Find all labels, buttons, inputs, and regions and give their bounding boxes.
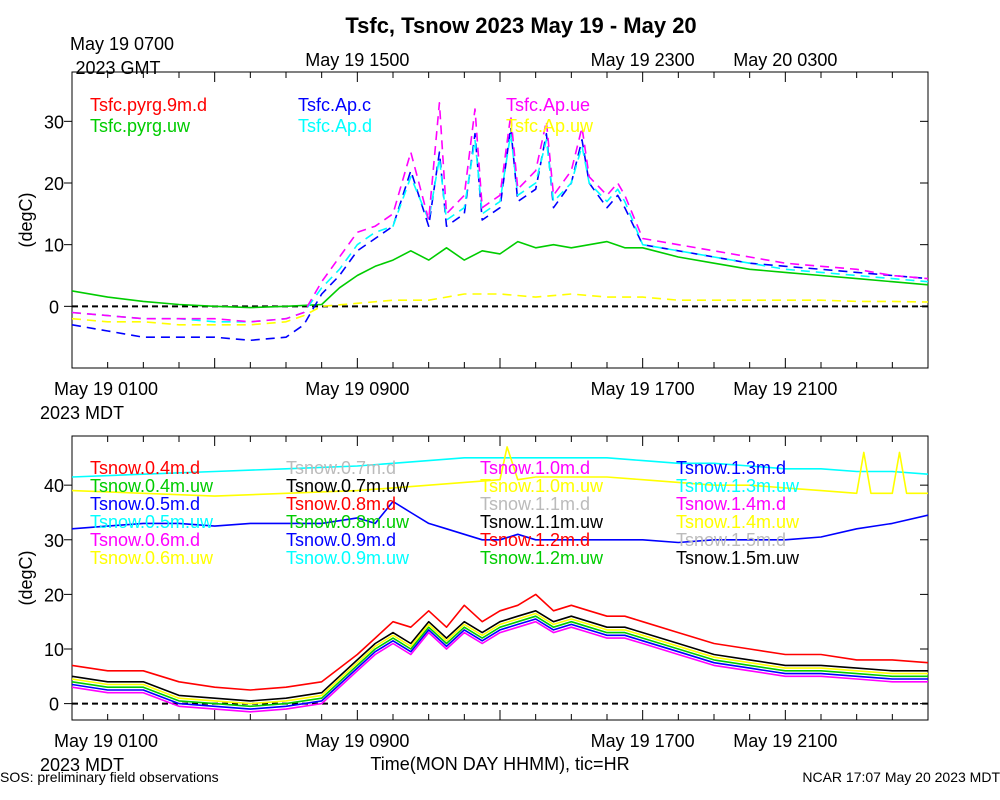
y-tick-label: 20 [44,174,64,194]
series-line-tsnow-0-4m-d [72,593,928,691]
legend-entry: Tsnow.1.2m.d [480,530,590,550]
legend-entry: Tsnow.0.7m.d [286,458,396,478]
y-tick-label: 10 [44,640,64,660]
plot-frame [71,71,929,369]
time-axis-title: Time(MON DAY HHMM), tic=HR [370,754,629,774]
y-tick-label: 10 [44,236,64,256]
legend-entry: Tsfc.Ap.d [298,116,372,136]
bottom-time-label: May 19 0900 [305,379,409,399]
bottom-time-label: May 19 1700 [591,379,695,399]
series-line-tsnow-1-4m-uw [72,446,928,497]
legend-entry: Tsnow.0.8m.uw [286,512,410,532]
legend-entry: Tsnow.1.5m.uw [676,548,800,568]
series-line-tsnow-0-5m-d [72,618,928,710]
footer-left-note: SOS: preliminary field observations [0,769,219,785]
series-line-tsnow-1-3m-uw [72,456,928,478]
legend-entry: Tsnow.0.7m.uw [286,476,410,496]
series-line-tsnow-0-4m-uw [72,615,928,708]
legend-entry: Tsnow.1.0m.uw [480,476,604,496]
bottom-time-label: 2023 MDT [40,403,124,423]
top-time-label: May 19 1500 [305,50,409,70]
series-line-tsnow-0-6m-uw [72,612,928,705]
bottom-time-label: May 19 0100 [54,379,158,399]
legend-entry: Tsfc.Ap.uw [506,116,594,136]
legend-entry: Tsnow.1.3m.uw [676,476,800,496]
legend-entry: Tsnow.0.6m.d [90,530,200,550]
bottom-time-label: May 19 1700 [591,731,695,751]
y-tick-label: 20 [44,585,64,605]
legend-entry: Tsnow.0.6m.uw [90,548,214,568]
legend-entry: Tsnow.0.5m.uw [90,512,214,532]
footer-right-note: NCAR 17:07 May 20 2023 MDT [802,769,1000,785]
series-line-tsfc-ap-uw [72,293,928,326]
series-line-tsnow-1-3m-d [72,500,928,544]
legend-entry: Tsnow.0.5m.d [90,494,200,514]
legend-entry: Tsfc.Ap.c [298,95,371,115]
legend-entry: Tsnow.1.0m.d [480,458,590,478]
y-axis-label: (degC) [16,550,36,605]
y-axis-label: (degC) [16,192,36,247]
top-time-label: 2023 GMT [75,58,160,78]
series-line-tsfc-pyrg-uw [72,240,928,309]
legend-entry: Tsnow.1.4m.uw [676,512,800,532]
y-tick-label: 40 [44,476,64,496]
y-tick-label: 30 [44,112,64,132]
legend-entry: Tsnow.1.5m.d [676,530,786,550]
top-time-label: May 20 0300 [733,50,837,70]
series-group [72,446,928,713]
bottom-time-label: May 19 2100 [733,731,837,751]
bottom-time-label: May 19 2100 [733,379,837,399]
bottom-time-label: 2023 MDT [40,755,124,775]
legend-entry: Tsnow.0.8m.d [286,494,396,514]
series-group [72,102,928,342]
legend-entry: Tsnow.1.1m.uw [480,512,604,532]
tsnow-panel: 0 10 20 30 40 (degC) May 19 0100 2023 MDT May 19… [16,435,929,775]
series-line-tsfc-ap-d [72,132,928,323]
legend-entry: Tsfc.pyrg.9m.d [90,95,207,115]
bottom-time-label: May 19 0100 [54,731,158,751]
legend-entry: Tsnow.0.9m.uw [286,548,410,568]
chart-title: Tsfc, Tsnow 2023 May 19 - May 20 [345,13,696,38]
series-line-tsfc-ap-c [72,126,928,342]
legend-entry: Tsfc.Ap.ue [506,95,590,115]
y-tick-label: 30 [44,531,64,551]
series-line-tsnow-0-7m-uw [72,609,928,702]
legend-entry: Tsnow.1.4m.d [676,494,786,514]
legend-entry: Tsnow.1.1m.d [480,494,590,514]
legend-entry: Tsnow.0.9m.d [286,530,396,550]
top-time-label: May 19 0700 [70,34,174,54]
series-line-tsnow-0-6m-d [72,620,928,713]
legend-entry: Tsfc.pyrg.uw [90,116,191,136]
legend-entry: Tsnow.1.2m.uw [480,548,604,568]
y-tick-label: 0 [49,695,59,715]
tsfc-panel: 0 10 20 30 (degC) May 19 0700 2023 GMT May 19 1… [16,34,929,423]
top-time-label: May 19 2300 [591,50,695,70]
legend-entry: Tsnow.1.3m.d [676,458,786,478]
legend-entry: Tsnow.0.4m.d [90,458,200,478]
y-tick-label: 0 [49,297,59,317]
series-line-tsfc-ap-ue [72,102,928,323]
legend-entry: Tsnow.0.4m.uw [90,476,214,496]
bottom-time-label: May 19 0900 [305,731,409,751]
